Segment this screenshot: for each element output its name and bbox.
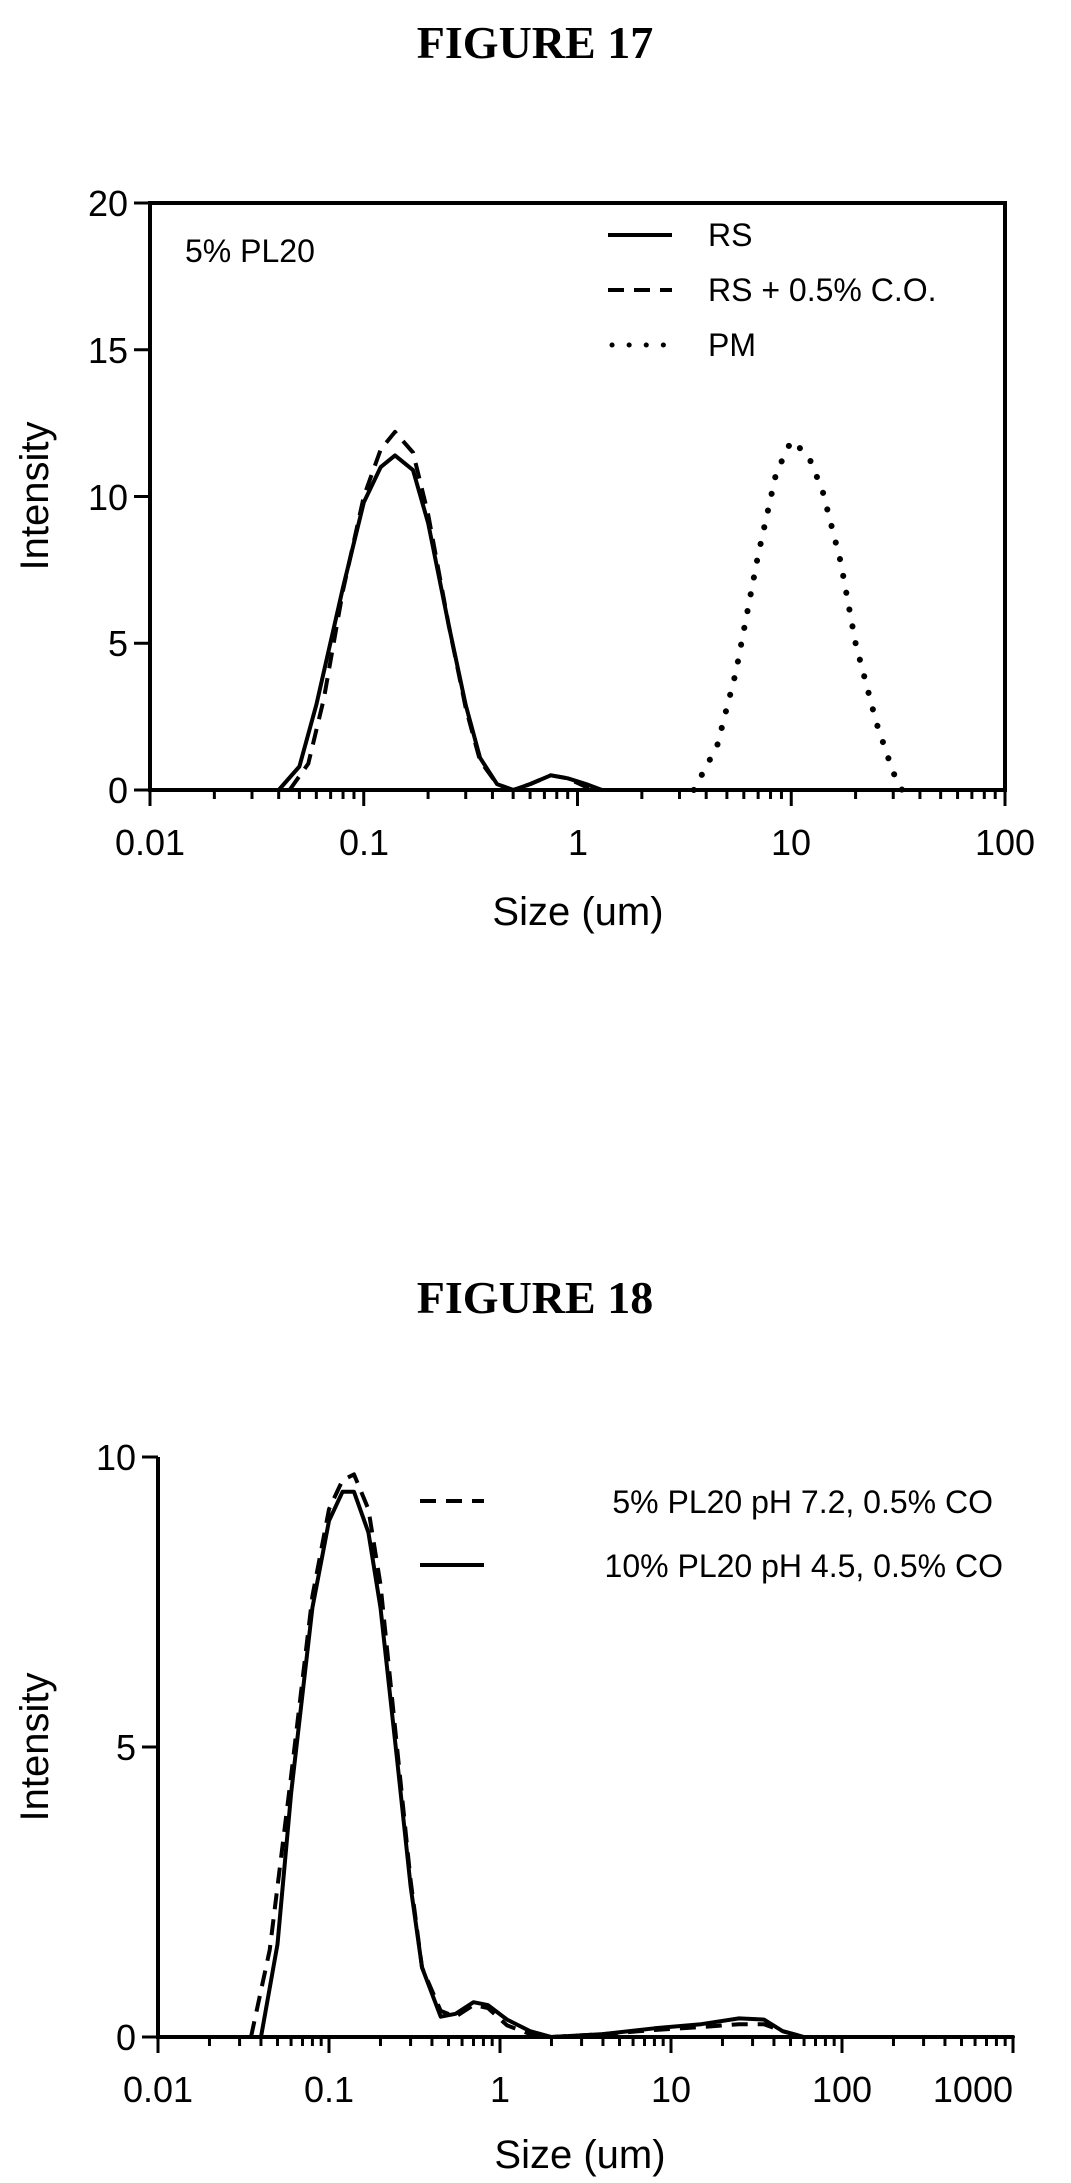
figure-18-title: FIGURE 18: [417, 1272, 653, 1323]
figure-17-x-tick-label: 0.01: [115, 822, 185, 863]
figure-18-x-tick-label: 0.1: [304, 2069, 354, 2110]
figure-18-series-group: [249, 1472, 1015, 2039]
figure-17-series-line-1: [287, 429, 1005, 792]
figure-17-y-tick-label: 10: [88, 477, 128, 518]
figure-18: FIGURE 18 0.01 0.1 1 10 100 1000 0 5 10 …: [13, 1272, 1015, 2177]
figure-18-x-tick-label: 100: [812, 2069, 872, 2110]
figure-18-series-line-1: [259, 1489, 1015, 2039]
legend-label-rs: RS: [708, 217, 752, 253]
legend-label-pm: PM: [708, 327, 756, 363]
figure-17-series-line-0: [276, 453, 1007, 792]
figure-18-ticks: [142, 1455, 1015, 2053]
figure-17-x-tick-label: 10: [771, 822, 811, 863]
figure-17-y-tick-label: 0: [108, 770, 128, 811]
legend-label-5pct: 5% PL20 pH 7.2, 0.5% CO: [612, 1484, 993, 1520]
figure-17-x-axis-title: Size (um): [492, 890, 663, 934]
figure-17-x-tick-label: 1: [568, 822, 588, 863]
figure-18-x-tick-label: 0.01: [123, 2069, 193, 2110]
figure-17-y-axis-title: Intensity: [13, 422, 57, 571]
figure-18-x-tick-label: 10: [651, 2069, 691, 2110]
legend-label-rs-co: RS + 0.5% C.O.: [708, 272, 937, 308]
figure-17-tick-labels: 0.01 0.1 1 10 100 0 5 10 15 20: [88, 183, 1035, 863]
figure-18-tick-labels: 0.01 0.1 1 10 100 1000 0 5 10: [96, 1437, 1013, 2110]
figure-18-x-tick-label: 1: [490, 2069, 510, 2110]
figure-17: FIGURE 17 0.01 0.1 1 10 100 0 5 10 15 20…: [13, 17, 1035, 934]
figure-17-x-tick-label: 100: [975, 822, 1035, 863]
figure-18-legend: 5% PL20 pH 7.2, 0.5% CO 10% PL20 pH 4.5,…: [420, 1484, 1003, 1584]
figure-18-x-tick-label: 1000: [933, 2069, 1013, 2110]
figure-17-title: FIGURE 17: [417, 17, 653, 68]
figure-18-y-tick-label: 0: [116, 2017, 136, 2058]
figure-17-x-tick-label: 0.1: [339, 822, 389, 863]
figure-17-y-tick-label: 20: [88, 183, 128, 224]
figure-17-y-tick-label: 15: [88, 330, 128, 371]
figure-17-legend: RS RS + 0.5% C.O. PM: [608, 217, 937, 363]
figure-17-series-group: [276, 429, 1007, 793]
figure-18-y-axis-title: Intensity: [13, 1673, 57, 1822]
figure-18-axes: [156, 1457, 1013, 2039]
figure-17-y-tick-label: 5: [108, 623, 128, 664]
figure-17-series-line-2: [690, 437, 906, 793]
figure-17-annotation: 5% PL20: [185, 233, 315, 269]
figure-18-y-tick-label: 5: [116, 1727, 136, 1768]
figure-18-x-axis-title: Size (um): [494, 2133, 665, 2177]
figure-18-y-tick-label: 10: [96, 1437, 136, 1478]
legend-label-10pct: 10% PL20 pH 4.5, 0.5% CO: [605, 1548, 1003, 1584]
